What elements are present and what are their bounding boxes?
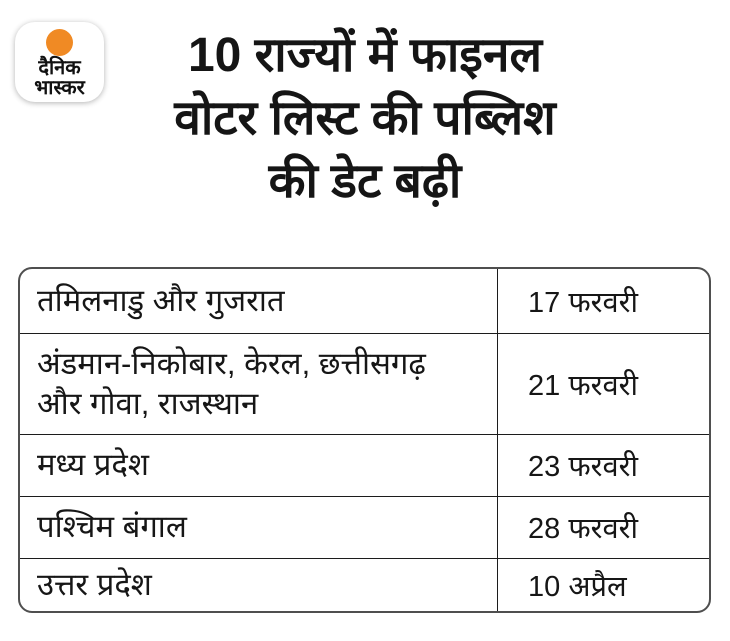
date-cell: 21 फरवरी (497, 333, 709, 434)
title-line-2: वोटर लिस्ट की पब्लिश (174, 92, 556, 145)
dainik-bhaskar-logo: दैनिक भास्कर (15, 22, 104, 102)
logo-brand-line1: दैनिक (38, 57, 81, 79)
date-cell: 23 फरवरी (497, 434, 709, 496)
date-cell: 28 फरवरी (497, 496, 709, 558)
state-cell: मध्य प्रदेश (20, 434, 497, 496)
date-cell: 17 फरवरी (497, 269, 709, 333)
state-cell: अंडमान-निकोबार, केरल, छत्तीसगढ़ और गोवा,… (20, 333, 497, 434)
page-title: 10 राज्यों में फाइनल वोटर लिस्ट की पब्लि… (0, 24, 730, 213)
state-cell: तमिलनाडु और गुजरात (37, 282, 285, 318)
voter-list-dates-table: तमिलनाडु और गुजरात 17 फरवरी अंडमान-निकोब… (18, 267, 711, 613)
logo-brand-line2: भास्कर (34, 77, 85, 99)
date-cell: 10 अप्रैल (497, 558, 709, 611)
state-cell: पश्चिम बंगाल (20, 496, 497, 558)
title-line-1: 10 राज्यों में फाइनल (187, 29, 543, 82)
sun-dot-icon (46, 29, 73, 56)
logo-brand-text: दैनिक भास्कर (34, 58, 85, 98)
state-cell: उत्तर प्रदेश (20, 558, 497, 611)
title-line-3: की डेट बढ़ी (268, 155, 462, 208)
